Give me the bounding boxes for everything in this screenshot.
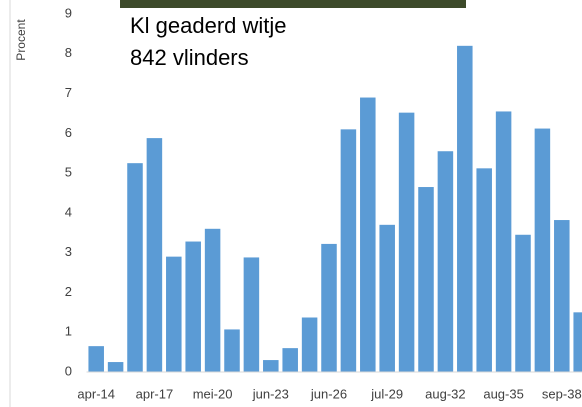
bar	[535, 129, 551, 372]
bar	[185, 242, 201, 372]
chart: Procent Kl geaderd witje 842 vlinders 0 1…	[0, 0, 582, 407]
x-tick-label: aug-35	[483, 386, 523, 401]
bar	[379, 225, 395, 372]
bar	[224, 329, 240, 372]
bar	[515, 235, 531, 372]
y-tick-label: 4	[65, 204, 72, 219]
chart-subtitle: 842 vlinders	[130, 45, 249, 70]
y-tick-label: 2	[65, 284, 72, 299]
bar	[476, 168, 492, 372]
x-tick-label: jun-23	[252, 386, 289, 401]
y-tick-label: 6	[65, 125, 72, 140]
bar	[418, 187, 434, 372]
x-tick-label: aug-32	[425, 386, 465, 401]
x-tick-label: jun-26	[310, 386, 347, 401]
x-tick-label: sep-38	[542, 386, 582, 401]
y-axis-label: Procent	[14, 19, 28, 61]
bar	[457, 46, 473, 372]
bar	[438, 151, 454, 372]
y-tick-label: 7	[65, 85, 72, 100]
bar	[108, 362, 124, 372]
bar	[554, 220, 570, 372]
y-tick-label: 3	[65, 244, 72, 259]
bar	[360, 98, 376, 372]
bar	[263, 360, 279, 372]
chart-title: Kl geaderd witje	[130, 13, 287, 38]
bar	[573, 312, 582, 372]
y-tick-label: 5	[65, 165, 72, 180]
bar	[244, 257, 260, 372]
y-tick-label: 9	[65, 5, 72, 20]
y-tick-label: 1	[65, 324, 72, 339]
bar	[147, 138, 163, 372]
x-tick-label: mei-20	[193, 386, 233, 401]
x-tick-label: apr-14	[77, 386, 115, 401]
bar	[205, 229, 221, 372]
y-tick-label: 0	[65, 363, 72, 378]
y-tick-label: 8	[65, 45, 72, 60]
bar	[88, 346, 104, 372]
x-tick-label: jul-29	[370, 386, 403, 401]
x-tick-label: apr-17	[136, 386, 174, 401]
bar	[302, 318, 318, 372]
bar	[166, 257, 182, 372]
photo-strip	[120, 0, 466, 8]
bar	[127, 163, 143, 372]
bar	[496, 111, 512, 372]
bar	[321, 244, 337, 372]
bar	[399, 113, 415, 372]
bar	[282, 348, 298, 372]
bar	[341, 129, 357, 372]
